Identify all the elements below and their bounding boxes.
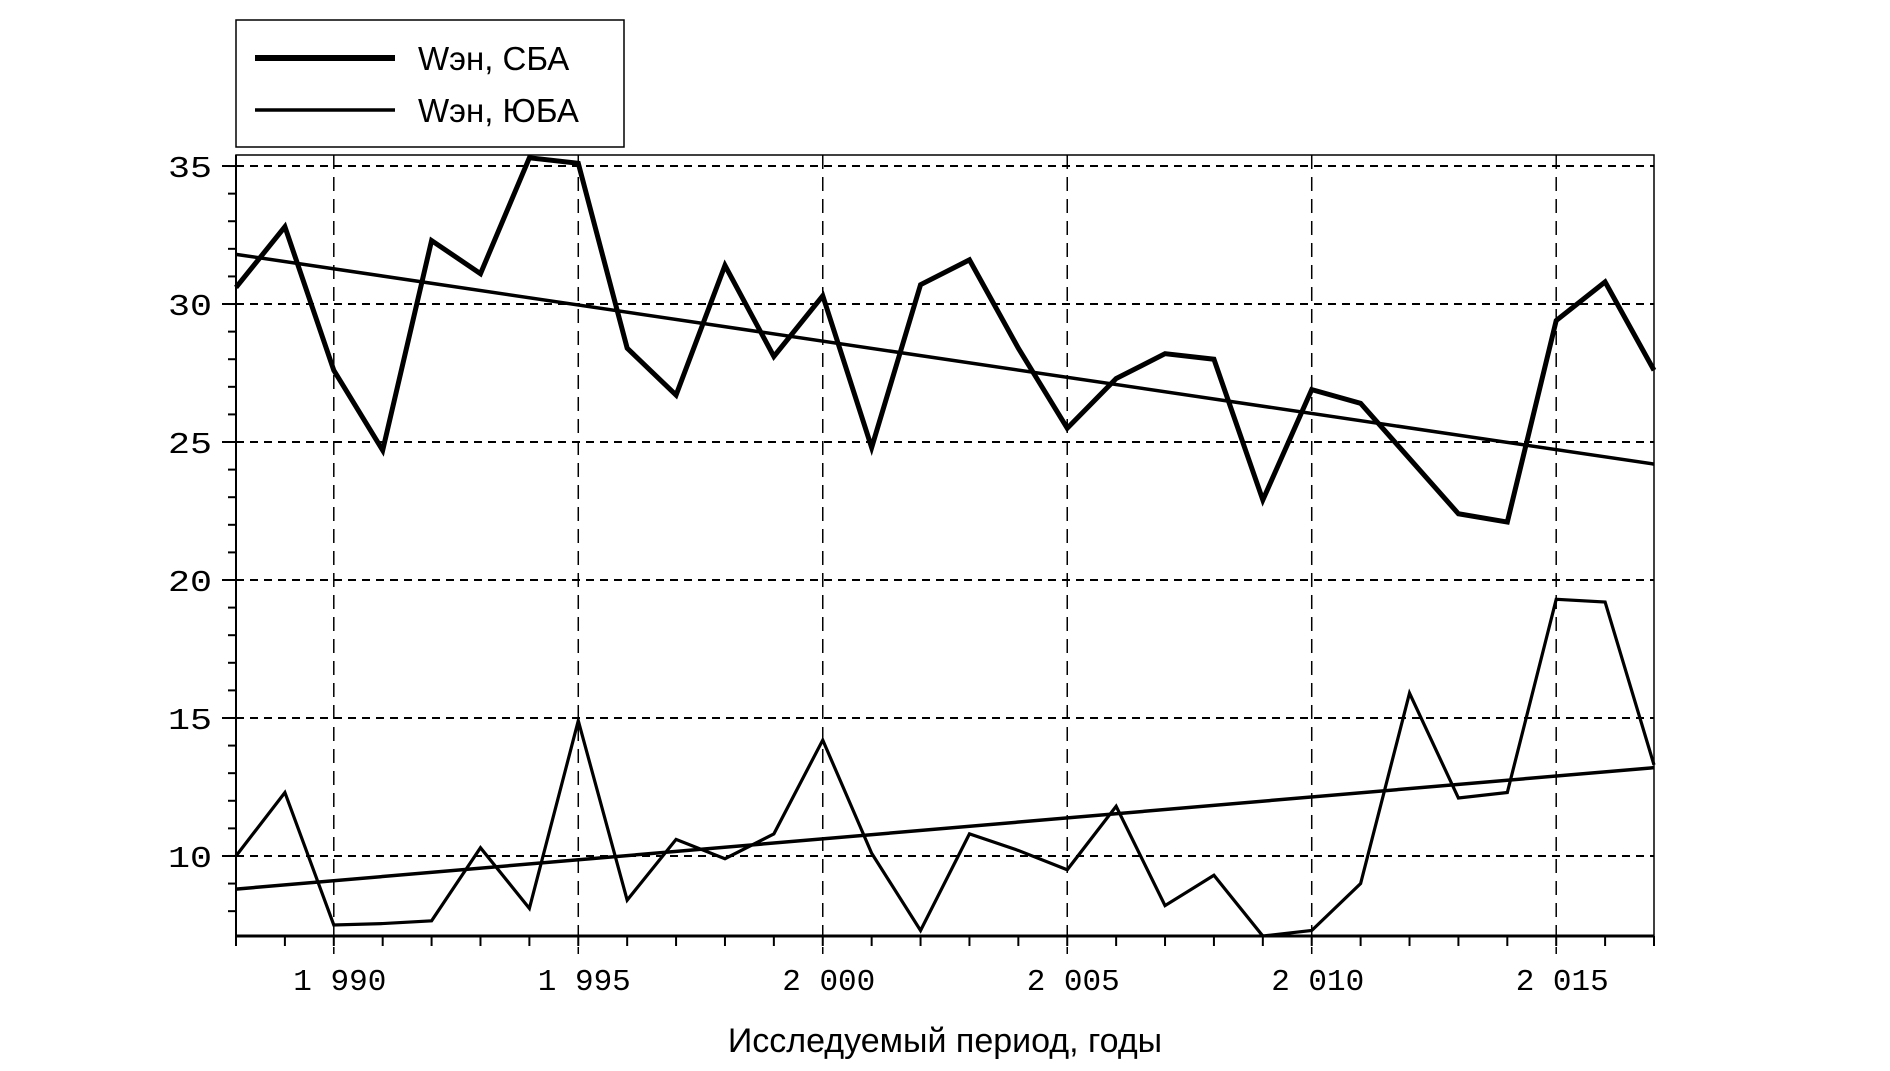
series-line-0 <box>234 155 1657 525</box>
trend-line-1 <box>235 765 1655 891</box>
legend-label-sba: Wэн, СБА <box>418 40 569 77</box>
y-tick-label: 15 <box>168 704 212 739</box>
x-tick-label: 1 995 <box>538 965 631 1000</box>
y-tick-label: 35 <box>168 152 212 187</box>
x-axis-title: Исследуемый период, годы <box>728 1022 1162 1060</box>
axes <box>228 165 1655 946</box>
x-tick-label: 2 015 <box>1516 965 1609 1000</box>
x-tick-label: 2 005 <box>1027 965 1120 1000</box>
x-tick-label: 2 010 <box>1271 965 1364 1000</box>
series-line-1 <box>234 597 1656 938</box>
legend: Wэн, СБА Wэн, ЮБА <box>235 19 625 148</box>
series-lines <box>234 155 1657 938</box>
y-tick-label: 30 <box>168 290 212 325</box>
tick-labels: 10 15 20 25 30 35 1 990 1 995 2 000 2 005 2 010 2 0… <box>168 152 1609 1000</box>
x-tick-label: 1 990 <box>293 965 386 1000</box>
grid <box>222 155 1654 954</box>
legend-box <box>235 19 625 148</box>
x-tick-label: 2 000 <box>782 965 875 1000</box>
y-tick-label: 20 <box>168 566 212 601</box>
legend-label-yuba: Wэн, ЮБА <box>418 92 579 129</box>
y-tick-label: 10 <box>168 842 212 877</box>
trend-line-0 <box>235 252 1655 466</box>
y-tick-label: 25 <box>168 428 212 463</box>
